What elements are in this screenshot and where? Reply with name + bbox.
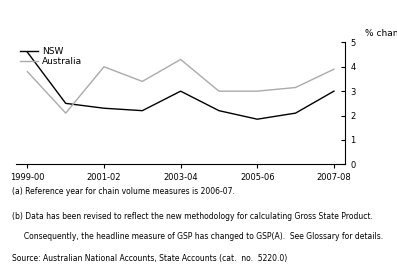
Text: (b) Data has been revised to reflect the new methodology for calculating Gross S: (b) Data has been revised to reflect the…	[12, 212, 373, 221]
Text: % change: % change	[365, 29, 397, 38]
Text: (a) Reference year for chain volume measures is 2006-07.: (a) Reference year for chain volume meas…	[12, 187, 235, 196]
Text: Source: Australian National Accounts, State Accounts (cat.  no.  5220.0): Source: Australian National Accounts, St…	[12, 254, 287, 263]
Legend: NSW, Australia: NSW, Australia	[20, 47, 82, 66]
Text: Consequently, the headline measure of GSP has changed to GSP(A).  See Glossary f: Consequently, the headline measure of GS…	[12, 232, 383, 241]
